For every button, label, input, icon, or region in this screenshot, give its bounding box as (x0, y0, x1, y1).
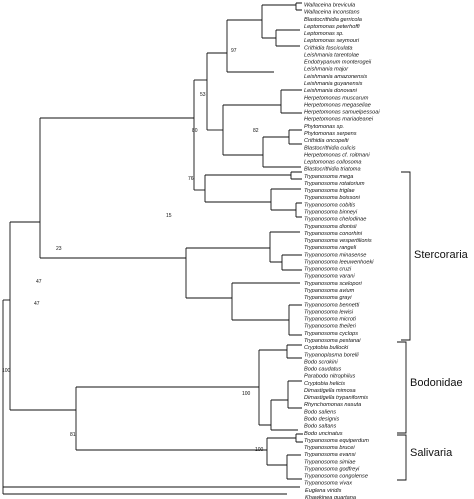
bootstrap-bodonid-trypanosome: 81 (70, 432, 76, 438)
taxon-label: Herpetomonas samuelpessoai (304, 110, 380, 116)
bootstrap-stercoraria-core: 15 (166, 213, 172, 219)
taxon-label: Trypanosoma brucei (304, 445, 355, 451)
taxon-label: Trypanosoma equiperdum (304, 438, 369, 444)
taxon-label: Leptomonas sp. (304, 31, 344, 37)
taxon-label: Trypanosoma binneyi (304, 209, 358, 215)
taxon-label: Trypanosoma microti (304, 317, 357, 323)
bootstrap-kinetoplastids: 47 (34, 301, 40, 307)
taxon-label: Herpetomonas cf. roitmani (304, 152, 370, 158)
taxon-label: Phytomonas serpens (304, 131, 357, 137)
taxon-label: Trypanosoma cobitis (304, 202, 355, 208)
taxon-label: Trypanosoma cyclops (304, 331, 358, 337)
taxon-label: Trypanosoma evansi (304, 452, 356, 458)
bootstrap-phytomonas-clade: 82 (253, 128, 259, 134)
taxon-label: Crithidia fasciculata (304, 45, 353, 51)
bootstrap-salivaria: 100 (255, 447, 264, 453)
taxon-label: Trypanosoma avium (304, 288, 355, 294)
taxon-label: Trypanosoma dionisii (304, 224, 357, 230)
taxon-label: Bodo caudatus (304, 367, 342, 373)
bracket-bodonidae (397, 341, 407, 434)
taxon-label: Trypanosoma varani (304, 274, 355, 280)
taxon-label: Trypanosoma theileri (304, 324, 357, 330)
taxon-label: Khawkinea quartana (305, 495, 356, 499)
bootstrap-insect-clade: 53 (200, 92, 206, 98)
taxon-label: Trypanosoma pestanai (304, 338, 361, 344)
taxon-label: Trypanosoma triglae (304, 188, 355, 194)
group-label-salivaria: Salivaria (410, 447, 453, 459)
taxon-label: Trypanosoma conorhini (304, 231, 363, 237)
bootstrap-root: 100 (2, 368, 11, 374)
taxon-label: Bodo scrokini (304, 359, 338, 365)
bootstrap-non-trypanosome: 80 (192, 128, 198, 134)
taxon-label: Crithidia oncopelti (304, 138, 349, 144)
taxon-label: Blastocrithidia culicis (304, 145, 356, 151)
taxon-label: Trypanosoma lewisi (304, 309, 354, 315)
taxon-label: Trypanosoma bennetti (304, 302, 360, 308)
taxon-label: Trypanosoma rangeli (304, 245, 357, 251)
taxon-label: Dimastigella mimosa (304, 388, 356, 394)
group-brackets: Stercoraria Bodonidae Salivaria (397, 171, 469, 481)
taxon-label: Blastocrithidia gerricola (304, 17, 362, 23)
taxon-label: Trypanosoma simiae (304, 459, 356, 465)
taxon-label: Trypanosoma vespertilionis (304, 238, 372, 244)
taxon-label: Parabodo nitrophilus (304, 374, 356, 380)
taxon-label: Trypanosoma grayi (304, 295, 352, 301)
taxon-label: Leishmania guyanensis (304, 81, 363, 87)
taxon-label: Leptomonas collosoma (304, 160, 362, 166)
taxon-label: Rhynchomonas nasuta (304, 402, 361, 408)
taxon-label: Trypanosoma boissoni (304, 195, 361, 201)
taxon-label: Bodo uncinatus (304, 431, 343, 437)
taxon-label: Dimastigella trypaniformis (304, 395, 368, 401)
taxon-label: Trypanosoma mega (304, 174, 353, 180)
taxon-label: Leptomonas peterhoffi (304, 24, 360, 30)
bootstrap-values: 100 47 81 100 100 47 23 15 76 80 53 97 8… (2, 48, 264, 453)
bootstrap-leishmania-clade: 97 (231, 48, 237, 54)
bootstrap-trypanosomatidae: 47 (36, 279, 42, 285)
tree-branches (2, 2, 303, 495)
taxon-label: Trypanosoma chelodinae (304, 217, 366, 223)
bracket-stercoraria (401, 171, 411, 341)
bootstrap-bodonidae: 100 (242, 391, 251, 397)
bracket-salivaria (397, 434, 407, 481)
bootstrap-mega-clade: 76 (188, 176, 194, 182)
taxon-label: Phytomonas sp. (304, 124, 344, 130)
group-label-bodonidae: Bodonidae (410, 377, 463, 389)
taxon-label: Blastocrithidia triatoma (304, 167, 361, 173)
taxon-label: Cryptobia bullocki (304, 345, 349, 351)
taxon-label: Wallaceina brevicula (304, 3, 355, 9)
taxon-label: Leishmania donovani (304, 88, 358, 94)
taxon-label: Leishmania major (304, 67, 349, 73)
taxon-label: Trypanosoma scelopori (304, 281, 362, 287)
taxon-label: Herpetomonas muscarum (304, 95, 369, 101)
taxon-label: Trypanosoma vivax (304, 481, 352, 487)
taxon-label: Trypanosoma minasense (304, 252, 366, 258)
taxon-label: Herpetomonas megaseliae (304, 102, 371, 108)
taxon-label: Wallaceina inconstans (304, 10, 360, 16)
taxon-label: Trypanoplasma borelli (304, 352, 359, 358)
group-label-stercoraria: Stercoraria (414, 249, 469, 261)
taxon-label: Herpetomonas mariadeanei (304, 117, 374, 123)
taxon-label: Trypanosoma godfreyi (304, 466, 360, 472)
taxon-label: Endotrypanum monterogeii (304, 60, 372, 66)
taxon-label: Trypanosoma cruzi (304, 267, 352, 273)
taxon-label: Cryptobia helicis (304, 381, 345, 387)
bootstrap-trypanosoma-non-salivarian: 23 (56, 246, 62, 252)
taxon-label: Leishmania amazonensis (304, 74, 367, 80)
taxon-label: Trypanosoma rotatorium (304, 181, 365, 187)
taxon-label: Euglena viridis (305, 488, 342, 494)
taxon-label: Trypanosoma leeuwenhoeki (304, 259, 374, 265)
taxon-label: Bodo saltans (304, 424, 337, 430)
taxon-label: Leishmania tarentolae (304, 52, 359, 58)
taxon-label: Leptomonas seymouri (304, 38, 360, 44)
taxon-label: Bodo designis (304, 416, 339, 422)
taxon-label: Trypanosoma congolense (304, 474, 368, 480)
taxon-label: Bodo saliens (304, 409, 336, 415)
